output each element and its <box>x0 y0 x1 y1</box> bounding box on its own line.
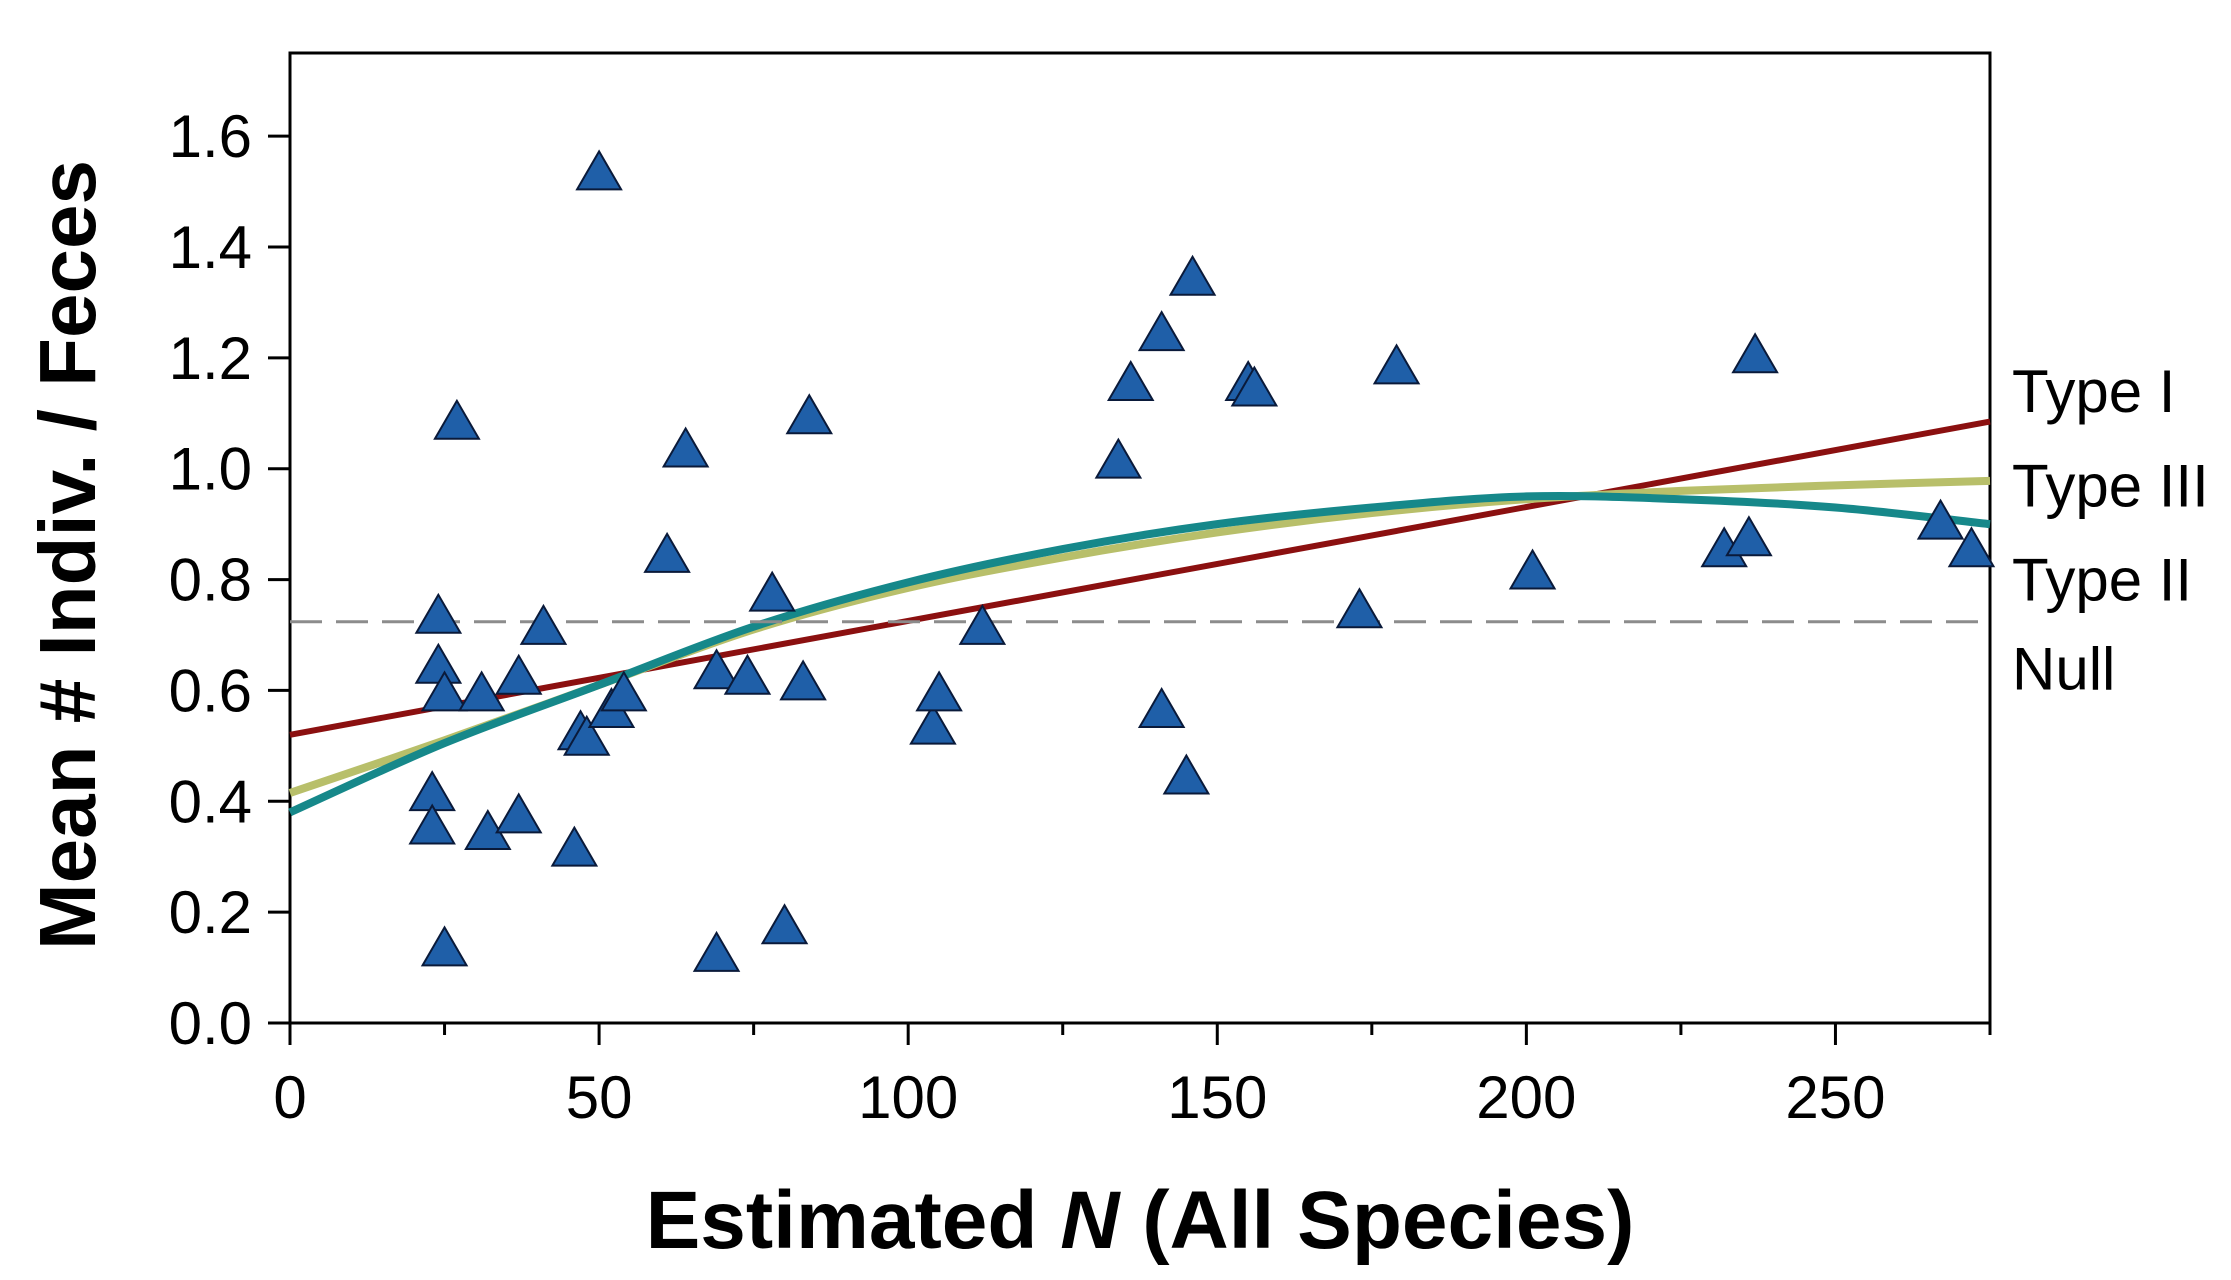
data-point <box>692 648 741 690</box>
x-axis-title-suffix: (All Species) <box>1119 1175 1634 1266</box>
data-point <box>1162 753 1211 795</box>
data-point <box>1168 254 1217 296</box>
y-tick-label: 0.6 <box>169 657 252 724</box>
x-tick-label: 0 <box>273 1064 306 1131</box>
data-point <box>550 825 599 867</box>
data-point <box>1094 437 1143 479</box>
data-point <box>1230 365 1279 407</box>
y-axis-ticks: 0.0 0.2 0.4 0.6 0.8 1.0 1.2 1.4 1.6 <box>169 103 290 1057</box>
data-point <box>1137 310 1186 352</box>
data-point <box>1106 360 1155 402</box>
x-tick-label: 200 <box>1476 1064 1576 1131</box>
data-point <box>433 398 481 440</box>
data-point <box>748 570 796 612</box>
data-point <box>1731 332 1779 374</box>
x-tick-label: 100 <box>858 1064 958 1131</box>
data-point <box>494 792 543 834</box>
data-point <box>562 714 611 756</box>
y-tick-label: 1.0 <box>169 436 252 503</box>
curve-label: Type I <box>2012 358 2175 425</box>
x-axis-title: Estimated N (All Species) <box>646 1175 1635 1266</box>
x-axis-title-italic: N <box>1060 1175 1121 1266</box>
data-point <box>494 653 543 695</box>
x-axis-title-prefix: Estimated <box>646 1175 1061 1266</box>
y-tick-label: 0.8 <box>169 547 252 614</box>
x-tick-label: 250 <box>1785 1064 1885 1131</box>
data-point <box>420 670 469 712</box>
data-point <box>408 803 456 845</box>
y-tick-label: 1.4 <box>169 214 252 281</box>
data-point <box>958 603 1007 645</box>
data-point <box>414 592 463 634</box>
data-point <box>1508 548 1557 590</box>
data-point <box>785 393 834 435</box>
data-point <box>420 925 469 967</box>
data-point <box>779 659 827 701</box>
data-point <box>643 531 691 573</box>
data-point <box>1947 526 1996 568</box>
data-point <box>575 149 623 191</box>
data-point <box>1372 343 1421 385</box>
plot-frame <box>288 51 1992 1025</box>
data-point <box>1725 515 1773 557</box>
x-axis-ticks: 0 50 100 150 200 250 <box>273 1023 1992 1131</box>
x-tick-label: 150 <box>1167 1064 1267 1131</box>
points-layer <box>408 149 1996 972</box>
data-point <box>1335 587 1384 629</box>
data-point <box>600 670 648 712</box>
data-point <box>760 903 809 945</box>
y-tick-label: 0.0 <box>169 990 252 1057</box>
data-point <box>909 703 957 745</box>
curve-label: Type III <box>2012 452 2209 519</box>
y-tick-label: 0.2 <box>169 879 252 946</box>
data-point <box>1137 687 1186 729</box>
data-point <box>519 603 568 645</box>
y-tick-label: 0.4 <box>169 768 252 835</box>
curve-labels: Type I Type III Type II Null <box>2012 358 2209 702</box>
series-layer <box>288 418 1991 817</box>
curve-label: Type II <box>2012 547 2192 614</box>
y-tick-label: 1.6 <box>169 103 252 170</box>
data-point <box>692 930 741 972</box>
data-point <box>661 426 710 468</box>
y-axis-title: Mean # Indiv. / Feces <box>23 160 112 950</box>
y-tick-label: 1.2 <box>169 325 252 392</box>
data-point <box>457 670 506 712</box>
data-point <box>723 653 772 695</box>
series-type-i <box>289 418 1991 738</box>
series-type-ii <box>288 492 1991 817</box>
data-point <box>414 642 463 684</box>
data-point <box>1916 498 1965 540</box>
curve-label: Null <box>2012 635 2115 702</box>
data-point <box>915 670 963 712</box>
x-tick-label: 50 <box>566 1064 633 1131</box>
